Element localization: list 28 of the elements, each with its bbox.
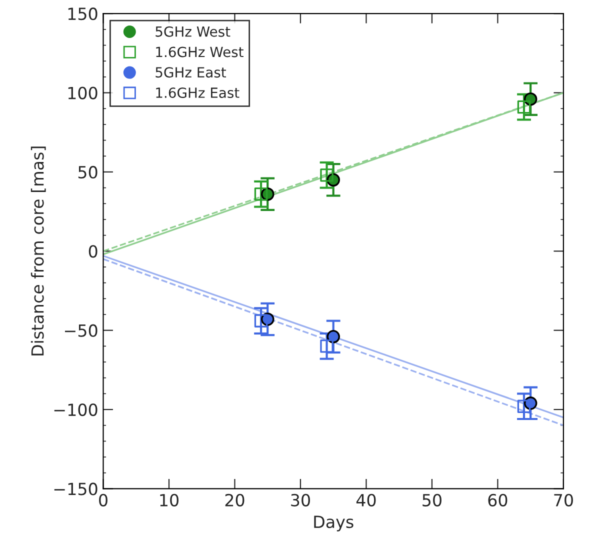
x-tick-label: 10 xyxy=(160,494,178,506)
y-tick-label: 150 xyxy=(68,8,98,20)
x-axis-title: Days xyxy=(314,516,354,532)
point xyxy=(326,330,340,344)
x-tick-label: 50 xyxy=(422,494,442,506)
point xyxy=(517,400,531,413)
x-tick-label: 70 xyxy=(554,494,573,506)
y-tick-label: 50 xyxy=(78,166,98,179)
y-tick-label: −50 xyxy=(64,324,98,337)
x-tick-label: 30 xyxy=(291,494,310,506)
x-tick-label: 20 xyxy=(225,494,244,506)
legend-label: 1.6GHz West xyxy=(156,46,244,58)
point xyxy=(254,314,268,328)
y-axis-title: Distance from core [mas] xyxy=(30,146,46,356)
x-tick-label: 40 xyxy=(356,494,376,506)
legend-label: 5GHz West xyxy=(156,26,230,37)
legend-label: 1.6GHz East xyxy=(156,87,240,98)
legend-label: 5GHz East xyxy=(156,67,226,78)
y-tick-label: −100 xyxy=(54,403,98,416)
x-tick-label: 60 xyxy=(488,494,508,506)
point xyxy=(320,168,334,182)
x-tick-label: 0 xyxy=(99,494,108,506)
point xyxy=(517,100,531,114)
point xyxy=(320,340,334,353)
y-tick-label: 100 xyxy=(68,86,98,100)
y-tick-label: 0 xyxy=(88,245,98,258)
point xyxy=(254,187,268,201)
y-tick-label: −150 xyxy=(54,482,98,496)
